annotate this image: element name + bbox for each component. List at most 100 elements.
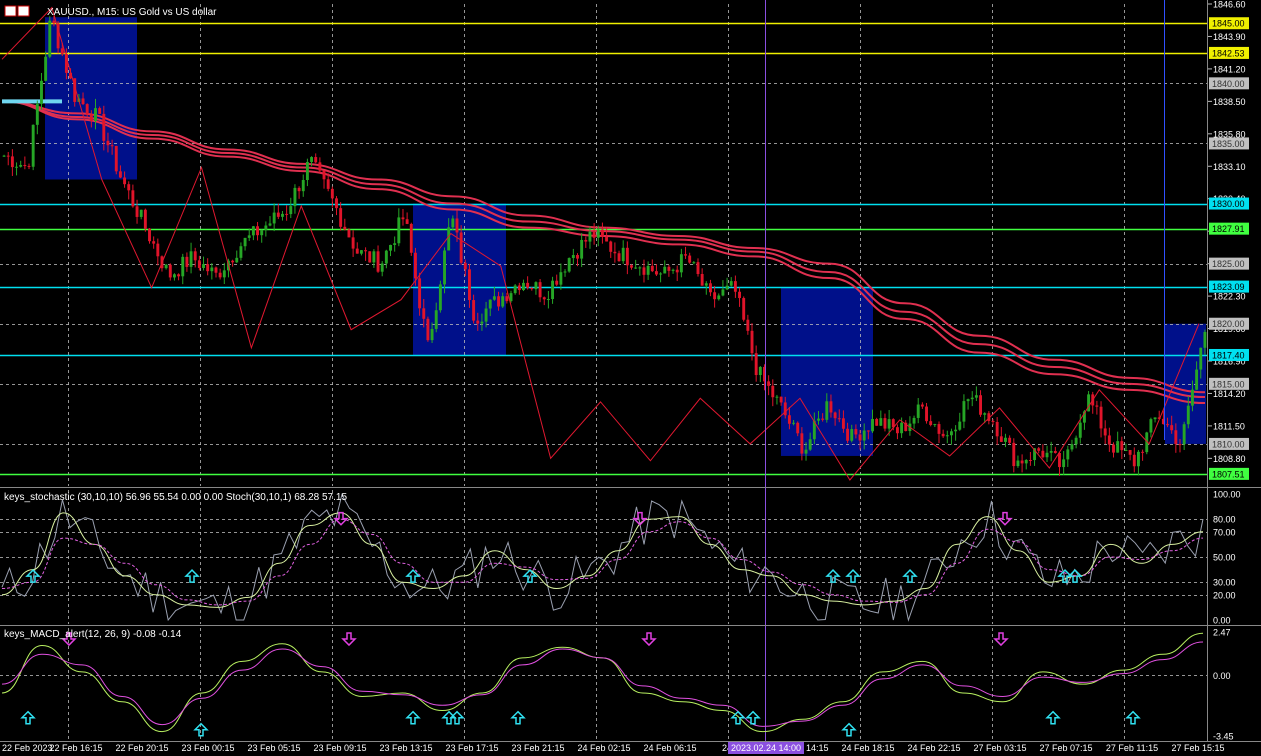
price-label: 1833.10 [1213,162,1246,172]
candle-body [646,265,650,275]
candle-body [750,330,754,354]
candle-body [488,299,492,309]
candle-body [1116,441,1120,453]
candle-body [1128,450,1132,455]
candle-body [804,449,808,454]
candle-body [634,267,638,269]
candle-body [991,420,995,423]
stoch-main-line [1,512,1204,608]
candle-body [222,270,226,278]
candle-body [983,413,987,415]
candle-body [1049,450,1053,453]
candle-body [1166,424,1169,426]
macd-pane[interactable]: keys_MACD_alert(12, 26, 9) -0.08 -0.14 [0,628,1207,740]
horizontal-levels[interactable] [0,22,1207,476]
candle-body [143,209,147,229]
candle-body [289,206,293,215]
time-label: 23 Feb 21:15 [511,743,564,753]
candle-body [110,145,114,147]
candle-body [895,427,899,434]
candle-body [455,218,459,233]
time-label: 23 Feb 05:15 [247,743,300,753]
stoch-axis-label: 30.00 [1213,578,1236,588]
candle-body [89,114,93,121]
candle-body [987,413,991,421]
candle-body [733,281,737,292]
price-tag-label: 1845.00 [1212,19,1245,29]
candle-body [767,381,771,386]
candle-body [617,253,621,262]
candle-body [239,246,243,258]
candle-body [359,250,363,254]
candle-body [825,401,829,420]
candle-body [808,439,812,450]
candle-body [999,436,1003,442]
price-tag [1209,317,1249,330]
candle-body [15,166,18,168]
candle-body [900,422,904,434]
candle-body [858,434,862,441]
stoch-signal-line [1,518,1204,606]
candle-body [530,287,534,290]
candle-body [73,78,77,102]
candle-body [559,272,563,285]
candle-body [555,280,559,285]
candle-body [40,80,43,104]
vertical-markers[interactable] [765,0,1165,741]
price-tag-label: 1840.00 [1212,79,1245,89]
price-tag [1209,257,1249,270]
stoch-axis-label: 20.00 [1213,590,1236,600]
candle-body [1082,411,1086,423]
candle-body [85,104,89,115]
candle-body [688,255,692,263]
candle-body [422,308,426,319]
candle-body [1170,425,1174,431]
candle-body [704,283,708,286]
macd-up-arrow [405,710,421,725]
stochastic-lines [1,493,1204,622]
zigzag-polyline [1,6,1200,481]
candle-body [546,299,550,301]
time-label: 24 Feb 18:15 [841,743,894,753]
candle-body [1195,369,1199,390]
candle-body [210,267,214,272]
candle-body [571,255,575,259]
candle-body [667,266,671,271]
candle-body [775,396,779,398]
candle-body [409,223,413,253]
candle-body [796,422,800,434]
candle-body [118,171,122,178]
stochastic-pane[interactable]: keys_stochastic (30,10,10) 56.96 55.54 0… [0,490,1207,624]
price-axis[interactable]: 1846.60 1843.90 1841.20 1838.50 1835.80 1833.… [1208,0,1249,742]
macd-down-arrow [341,632,357,647]
price-tag [1209,197,1249,210]
candle-body [272,212,276,224]
candle-body [1020,460,1024,464]
candle-body [862,430,866,441]
candle-body [950,431,953,436]
price-tag [1209,77,1249,90]
candle-body [829,401,833,413]
candle-body [663,266,667,274]
candle-body [1078,422,1082,438]
candle-body [1074,437,1078,445]
candle-body [1062,459,1066,468]
price-tag-label: 1835.00 [1212,139,1245,149]
candle-body [933,424,937,426]
macd-axis-label: 2.47 [1213,628,1231,638]
candle-body [505,296,509,302]
macd-up-arrow [841,722,857,737]
candle-body [339,208,343,227]
candle-body [937,424,941,434]
price-pane[interactable]: XAUUSD., M15: US Gold vs US dollar [0,0,1207,741]
price-tag-label: 1810.00 [1212,439,1245,449]
macd-title: keys_MACD_alert(12, 26, 9) -0.08 -0.14 [4,629,182,640]
candle-body [563,271,567,273]
candle-body [1161,418,1165,425]
price-tag-label: 1842.53 [1212,48,1245,58]
candle-body [6,155,10,157]
candle-body [576,255,579,259]
candle-body [925,406,928,422]
